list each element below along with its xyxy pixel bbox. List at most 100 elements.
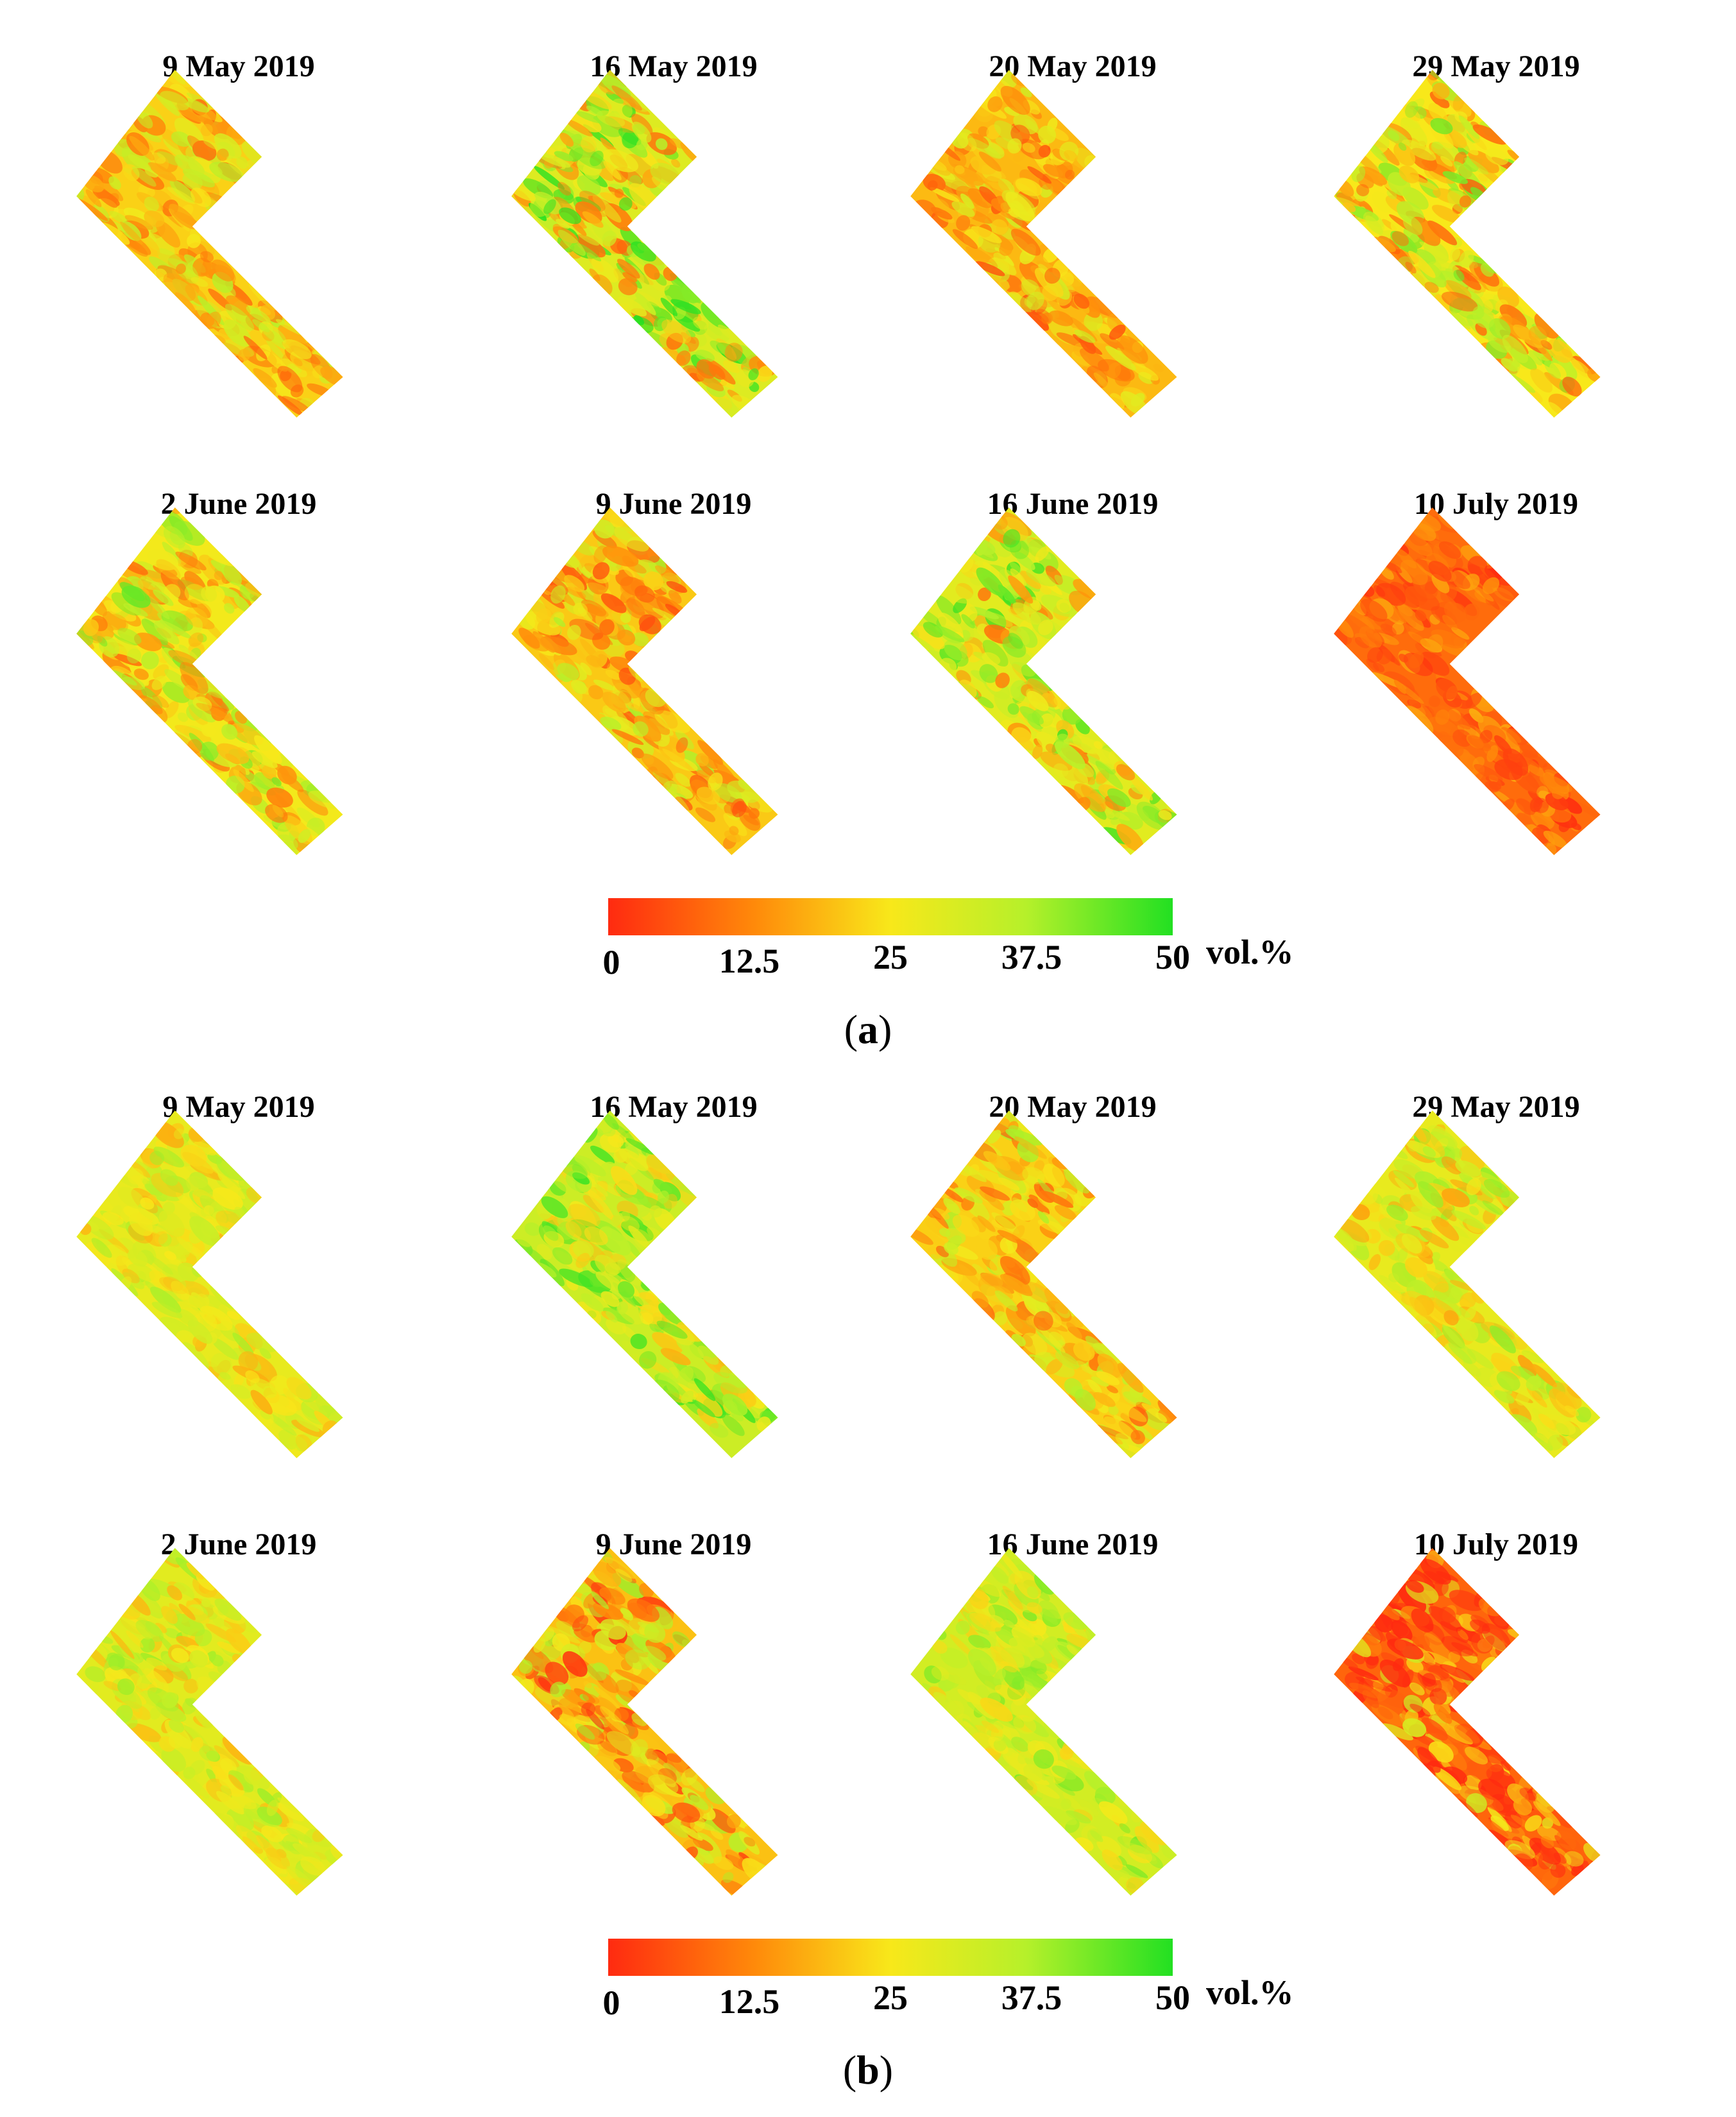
moisture-patch: [137, 1660, 153, 1678]
moisture-patch: [1474, 1198, 1500, 1216]
moisture-patch: [1576, 1407, 1592, 1423]
moisture-patch: [160, 90, 189, 111]
moisture-patch: [155, 1622, 167, 1633]
moisture-patch: [1019, 706, 1044, 725]
moisture-patch: [271, 777, 282, 786]
moisture-patch: [169, 203, 198, 230]
field-moisture-map: [910, 1110, 1177, 1458]
moisture-patch: [1448, 1651, 1460, 1663]
moisture-patch: [160, 1606, 178, 1624]
moisture-patch: [238, 348, 251, 361]
moisture-patch: [1066, 1810, 1091, 1824]
moisture-patch: [211, 707, 226, 721]
map-title: 9 May 2019: [162, 1090, 315, 1124]
moisture-patch: [924, 1665, 942, 1684]
moisture-patch: [184, 1775, 210, 1799]
moisture-patch: [1483, 1178, 1510, 1198]
moisture-patch: [593, 679, 615, 691]
moisture-patch: [939, 583, 975, 604]
moisture-patch: [722, 360, 740, 373]
moisture-patch: [1003, 529, 1021, 548]
moisture-patch: [191, 1737, 203, 1752]
moisture-patch: [580, 662, 592, 676]
moisture-patch: [622, 1771, 654, 1793]
moisture-patch: [643, 1645, 667, 1662]
moisture-patch: [757, 366, 772, 382]
moisture-patch: [1466, 1759, 1492, 1780]
moisture-patch: [1359, 626, 1383, 649]
moisture-patch: [1034, 1311, 1053, 1331]
moisture-patch: [1545, 793, 1569, 811]
moisture-patch: [1125, 1864, 1148, 1878]
moisture-patch: [634, 585, 655, 603]
moisture-patch: [993, 252, 1017, 276]
moisture-patch: [1524, 1815, 1542, 1832]
moisture-patch: [1565, 1405, 1579, 1416]
moisture-patch: [210, 1353, 232, 1375]
moisture-patch: [554, 151, 574, 162]
moisture-patch: [1155, 1412, 1168, 1423]
moisture-patch: [1393, 1170, 1415, 1187]
moisture-patch: [577, 175, 601, 196]
moisture-patch: [595, 1271, 625, 1293]
moisture-texture: [910, 1110, 1177, 1458]
moisture-patch: [1037, 1219, 1068, 1234]
moisture-patch: [1022, 1332, 1048, 1356]
moisture-patch: [600, 593, 627, 613]
moisture-patch: [1469, 1205, 1479, 1216]
moisture-patch: [234, 1372, 244, 1388]
moisture-patch: [83, 619, 99, 636]
colorbar-tick-label: 25: [873, 938, 908, 976]
moisture-patch: [1368, 1254, 1381, 1270]
moisture-patch: [518, 627, 540, 649]
colorbar-tick-label: 25: [873, 1978, 908, 2017]
moisture-patch: [108, 176, 121, 190]
moisture-patch: [212, 1211, 227, 1225]
moisture-patch: [1399, 166, 1420, 183]
moisture-patch: [76, 624, 94, 649]
moisture-patch: [230, 1384, 251, 1399]
moisture-patch: [991, 1566, 1008, 1585]
moisture-patch: [1561, 348, 1573, 358]
moisture-patch: [980, 1186, 1010, 1201]
moisture-patch: [1030, 600, 1042, 611]
moisture-patch: [1391, 231, 1409, 246]
moisture-patch: [176, 263, 186, 275]
moisture-patch: [193, 1706, 214, 1729]
moisture-patch: [618, 128, 642, 146]
moisture-patch: [278, 1429, 298, 1450]
moisture-patch: [1420, 651, 1450, 676]
moisture-patch: [1055, 1351, 1080, 1370]
moisture-patch: [243, 1768, 261, 1785]
moisture-patch: [640, 1357, 670, 1374]
moisture-patch: [1417, 1747, 1441, 1773]
moisture-patch: [117, 1678, 135, 1696]
moisture-patch: [1451, 1642, 1478, 1657]
moisture-patch: [286, 1828, 312, 1844]
moisture-patch: [943, 1198, 960, 1214]
moisture-patch: [149, 1706, 161, 1720]
panel-label: (a): [804, 1007, 932, 1052]
moisture-patch: [1388, 130, 1400, 141]
moisture-patch: [660, 298, 678, 316]
moisture-patch: [628, 667, 643, 682]
moisture-patch: [636, 600, 657, 612]
moisture-patch: [1379, 1217, 1407, 1239]
moisture-patch: [987, 96, 1003, 112]
moisture-patch: [1026, 1316, 1035, 1325]
moisture-patch: [153, 590, 174, 606]
moisture-patch: [1026, 569, 1056, 587]
moisture-patch: [1000, 85, 1030, 115]
moisture-patch: [1017, 139, 1046, 160]
moisture-patch: [1105, 346, 1136, 371]
moisture-patch: [1022, 1717, 1050, 1737]
moisture-patch: [1094, 1787, 1116, 1805]
moisture-patch: [586, 655, 602, 667]
moisture-patch: [979, 1657, 994, 1672]
moisture-patch: [1056, 599, 1071, 613]
moisture-patch: [1415, 609, 1427, 622]
moisture-patch: [1550, 1862, 1566, 1878]
moisture-patch: [722, 1415, 745, 1436]
moisture-patch: [709, 1808, 736, 1833]
map-title: 16 May 2019: [590, 1090, 758, 1124]
